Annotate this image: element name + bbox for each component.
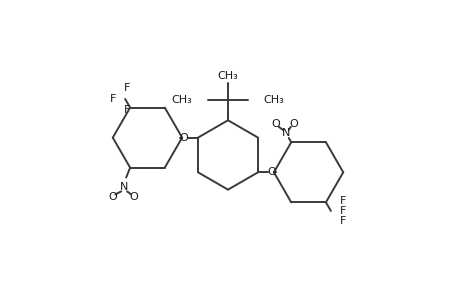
Text: O: O	[108, 192, 117, 203]
Text: F: F	[123, 105, 130, 115]
Text: F: F	[123, 83, 130, 93]
Text: O: O	[271, 119, 280, 129]
Text: O: O	[129, 192, 138, 203]
Text: N: N	[120, 182, 128, 193]
Text: O: O	[267, 167, 276, 177]
Text: O: O	[179, 133, 188, 142]
Text: F: F	[339, 206, 345, 216]
Text: CH₃: CH₃	[171, 95, 192, 106]
Text: O: O	[289, 119, 297, 129]
Text: F: F	[110, 94, 116, 104]
Text: F: F	[339, 216, 345, 226]
Text: N: N	[281, 128, 289, 138]
Text: F: F	[339, 196, 345, 206]
Text: CH₃: CH₃	[263, 95, 284, 106]
Text: CH₃: CH₃	[217, 71, 238, 81]
